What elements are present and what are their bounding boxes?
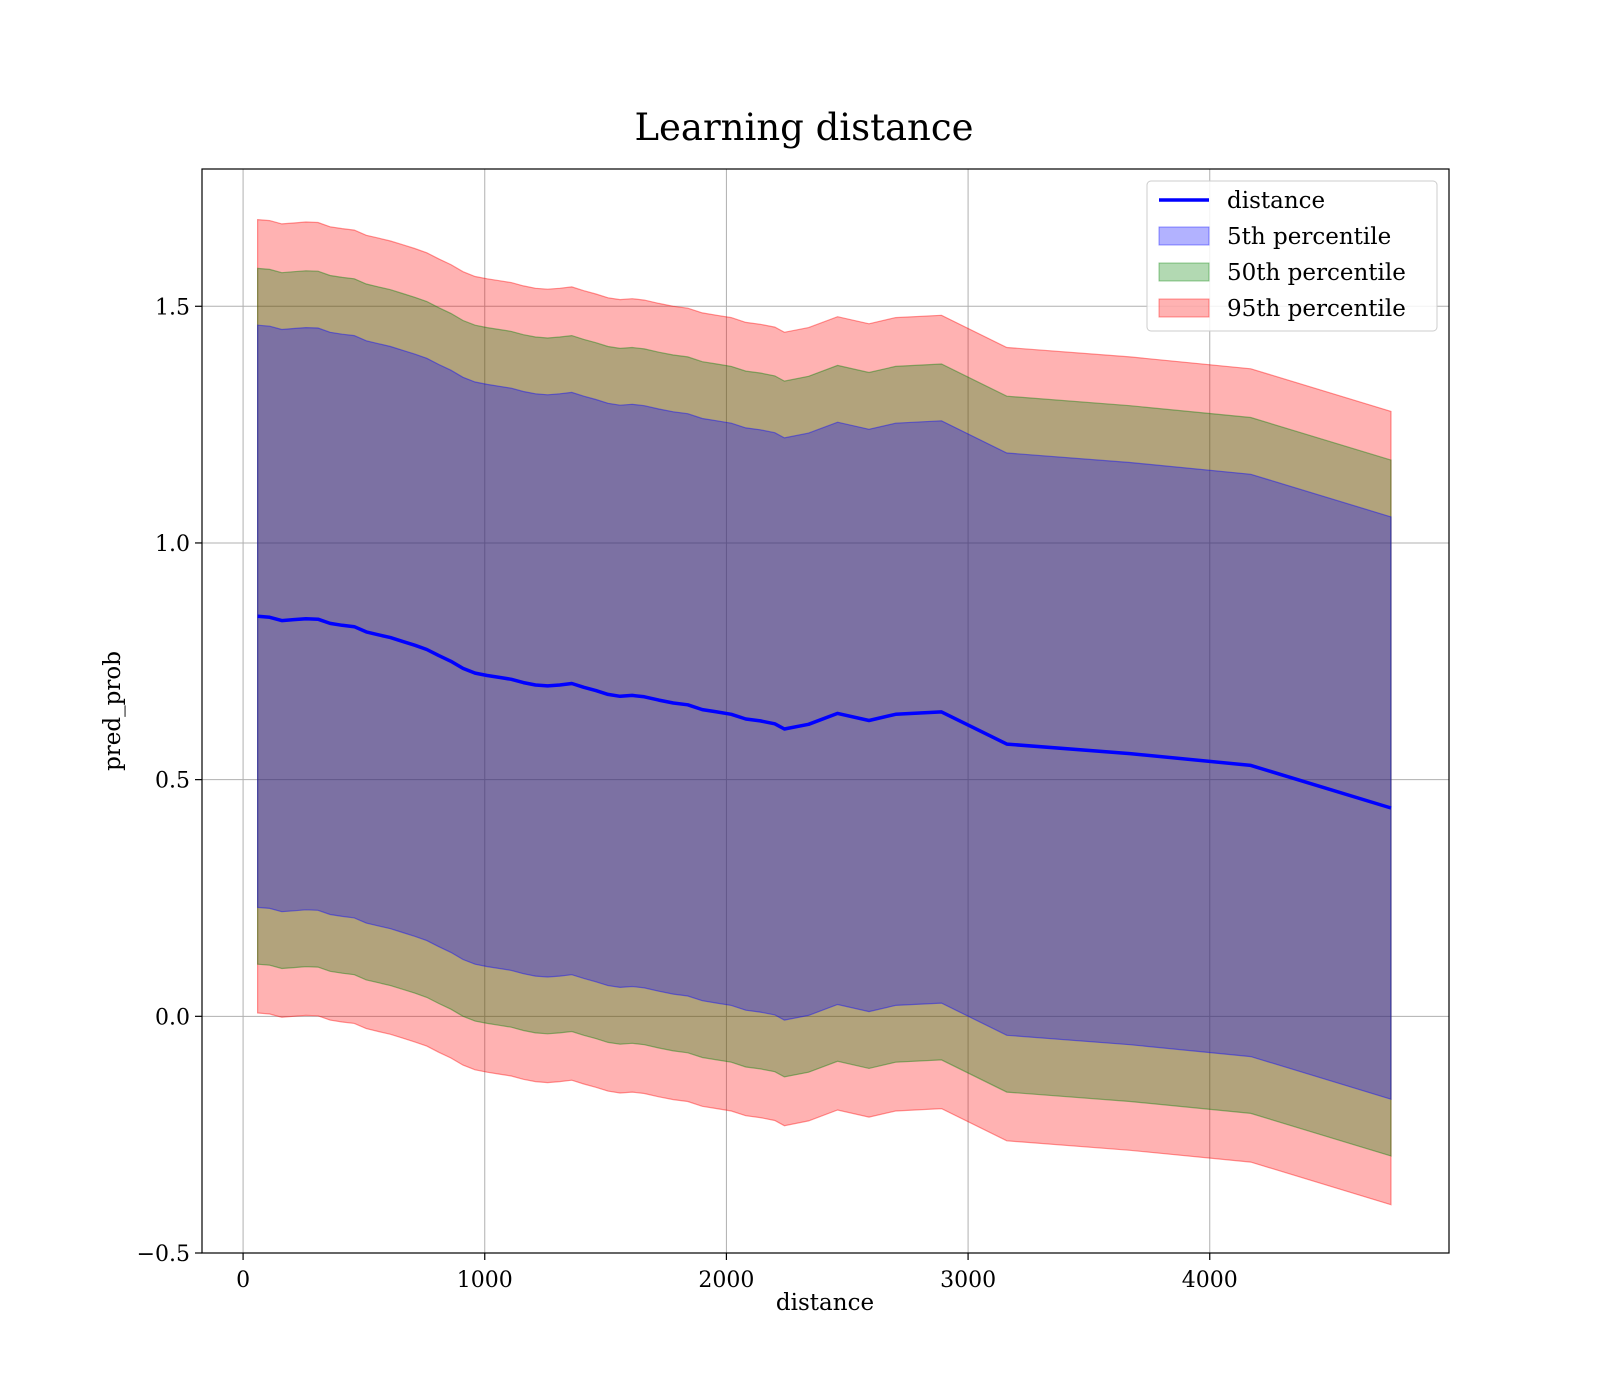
plot-frame	[201, 168, 1450, 1254]
x-axis-label: distance	[776, 1290, 874, 1316]
band-1	[257, 324, 1392, 1101]
x-tick-label: 4000	[1182, 1268, 1238, 1293]
y-tick-label: 0.5	[155, 769, 190, 794]
legend-swatch-band-3	[1158, 298, 1210, 318]
x-tick-label: 0	[236, 1268, 250, 1293]
legend-label-band-2: 50th percentile	[1227, 260, 1406, 286]
ticks: 0 1000 2000 3000 4000 −0.5 0.0 0.5 1.0 1.5	[137, 295, 1238, 1293]
band-3	[257, 218, 1392, 1206]
y-tick-label: 1.5	[155, 295, 190, 320]
y-tick-label: 0.0	[155, 1005, 190, 1030]
x-tick-label: 1000	[457, 1268, 513, 1293]
x-tick-label: 2000	[698, 1268, 754, 1293]
distance-line	[257, 614, 1392, 810]
legend-swatch-band-2	[1158, 262, 1210, 282]
x-tick-label: 3000	[940, 1268, 996, 1293]
chart-title: Learning distance	[634, 106, 973, 149]
y-tick-label: −0.5	[137, 1242, 190, 1267]
percentile-bands	[257, 218, 1392, 1206]
y-axis-label: pred_prob	[100, 651, 126, 771]
legend-label-band-3: 95th percentile	[1227, 296, 1406, 322]
legend-label-band-1: 5th percentile	[1227, 224, 1391, 250]
legend: distance 5th percentile 50th percentile 95t…	[1146, 180, 1438, 332]
legend-box	[1146, 180, 1438, 332]
legend-swatch-band-1	[1158, 226, 1210, 246]
y-tick-label: 1.0	[155, 532, 190, 557]
legend-label-distance: distance	[1227, 188, 1325, 214]
distance-line-layer	[257, 614, 1392, 810]
band-2	[257, 267, 1392, 1157]
